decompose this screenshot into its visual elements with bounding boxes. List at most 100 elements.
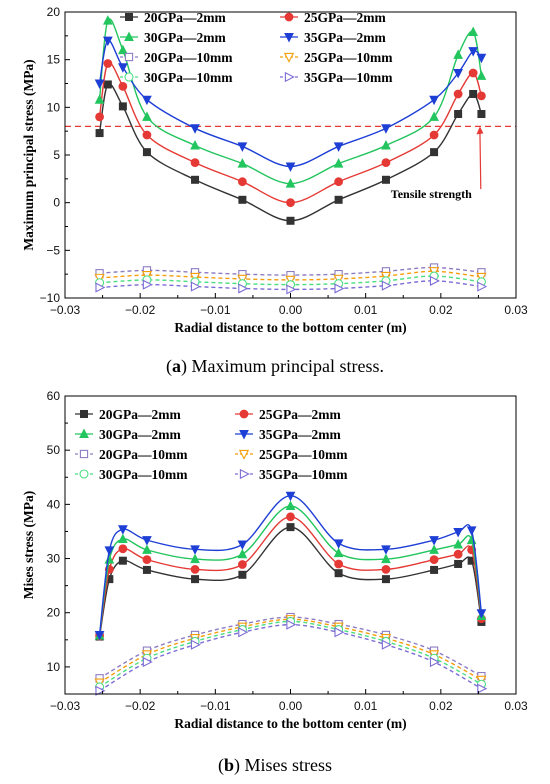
caption-b-letter: b [223, 755, 234, 775]
chart-mises-stress: −0.03 −0.02 −0.01 0.00 0.01 0.02 0.03 10 20 30 40 5… [21, 389, 528, 731]
b-ytick-label-3: 40 [47, 497, 61, 511]
a-x-axis-label: Radial distance to the bottom center (m) [174, 320, 406, 335]
a-legend-label-3: 35GPa—2mm [304, 30, 386, 45]
b-series-3-point-6 [285, 491, 296, 502]
a-series-1-point-2 [118, 81, 128, 91]
b-series-2-point-4 [190, 553, 200, 564]
a-ytick-label-2: 0 [53, 196, 60, 210]
a-legend-marker-2 [124, 31, 134, 41]
caption-b-text: Mises stress [244, 755, 333, 775]
a-series-1-point-4 [190, 158, 200, 168]
a-xtick-label-3: 0.00 [279, 303, 303, 317]
a-legend-label-7: 35GPa—10mm [304, 70, 393, 85]
a-legend-label-5: 25GPa—10mm [304, 50, 393, 65]
a-series-2-point-2 [118, 44, 128, 55]
b-series-0-point-4 [191, 575, 200, 584]
b-series-1-point-7 [334, 559, 344, 569]
a-legend-label-4: 20GPa—10mm [144, 50, 233, 65]
a-series-0-point-7 [334, 195, 343, 204]
a-series-3-point-2 [118, 63, 128, 73]
a-legend-marker-1 [284, 12, 294, 22]
b-series-2-point-5 [237, 548, 248, 559]
a-series-2-point-5 [237, 158, 248, 168]
a-xtick-label-4: 0.01 [354, 303, 378, 317]
a-series-0-point-1 [103, 80, 112, 89]
b-legend-marker-6 [79, 469, 89, 479]
b-xtick-label-2: −0.01 [200, 699, 231, 713]
a-xtick-label-0: −0.03 [50, 303, 81, 317]
b-legend-marker-5 [238, 449, 250, 460]
a-legend-marker-0 [125, 12, 134, 21]
b-ytick-label-4: 50 [47, 443, 61, 457]
b-series-1-point-5 [237, 560, 247, 569]
a-series-1-point-9 [429, 130, 439, 140]
a-series-2-point-0 [94, 94, 105, 104]
a-series-0-point-10 [454, 110, 463, 119]
a-series-3-point-6 [285, 162, 296, 172]
a-series-0-point-8 [381, 175, 390, 184]
a-series-0-point-6 [286, 216, 295, 225]
b-series-0-point-10 [454, 559, 463, 568]
a-legend-marker-7 [284, 71, 295, 83]
a-series-7-point-5 [334, 283, 345, 294]
a-series-2-point-4 [190, 139, 200, 150]
b-series-3-point-8 [381, 545, 391, 555]
a-tensile-strength-annotation: Tensile strength [391, 187, 472, 201]
b-series-3-point-10 [453, 527, 463, 538]
b-series-line-5 [99, 618, 482, 684]
a-series-3-point-1 [102, 36, 113, 47]
a-series-1-point-6 [286, 198, 295, 208]
b-series-0-point-3 [142, 565, 151, 574]
b-x-axis-label: Radial distance to the bottom center (m) [174, 716, 406, 731]
a-annotation-arrow [479, 130, 482, 190]
a-y-axis-label: Maximum principal stress (MPa) [21, 59, 36, 250]
b-series-2-point-11 [466, 534, 477, 545]
b-series-3-point-12 [476, 609, 487, 619]
b-legend-label-2: 30GPa—2mm [99, 427, 181, 442]
a-series-1-point-10 [453, 89, 463, 99]
b-series-3-point-2 [118, 525, 128, 535]
b-xtick-label-0: −0.03 [50, 699, 81, 713]
a-series-2-point-9 [429, 111, 439, 121]
a-annotation-arrowhead [476, 126, 484, 135]
b-series-3-point-4 [190, 545, 200, 555]
a-series-0-point-4 [191, 175, 200, 184]
b-series-3-point-5 [237, 540, 248, 550]
a-xtick-label-5: 0.02 [429, 303, 453, 317]
a-series-1-point-0 [95, 112, 104, 122]
b-series-1-point-9 [429, 555, 439, 565]
b-xtick-label-6: 0.03 [504, 699, 528, 713]
a-xtick-label-1: −0.02 [125, 303, 156, 317]
a-series-2-point-1 [102, 15, 113, 25]
b-legend-label-0: 20GPa—2mm [99, 407, 181, 422]
b-series-3-point-11 [466, 526, 477, 536]
a-legend-label-0: 20GPa—2mm [144, 10, 226, 25]
a-series-3-point-11 [468, 47, 479, 57]
a-series-2-point-3 [142, 111, 152, 121]
a-series-1-point-5 [237, 177, 247, 187]
a-series-3-point-5 [237, 142, 248, 152]
a-series-3-point-7 [333, 142, 344, 152]
b-series-0-point-9 [430, 565, 439, 574]
a-xtick-label-2: −0.01 [200, 303, 231, 317]
b-series-0-point-6 [286, 523, 295, 532]
b-series-0-point-7 [334, 569, 343, 578]
b-ytick-label-1: 20 [47, 606, 61, 620]
b-legend-marker-3 [239, 429, 249, 440]
b-series-2-point-3 [142, 544, 152, 554]
b-series-7-point-3 [238, 627, 249, 638]
a-series-2-point-7 [333, 158, 344, 168]
a-series-2-point-6 [285, 178, 296, 188]
a-series-0-point-12 [477, 110, 486, 119]
b-series-7-point-0 [95, 685, 106, 696]
a-series-3-point-8 [381, 124, 391, 134]
a-ytick-label-4: 10 [47, 100, 61, 114]
a-series-1-point-7 [334, 177, 344, 187]
a-legend-marker-3 [284, 33, 294, 43]
b-series-2-point-7 [333, 547, 344, 558]
a-series-1-point-12 [477, 91, 486, 101]
a-series-3-point-0 [94, 79, 105, 89]
a-series-3-point-3 [142, 95, 152, 106]
a-series-0-point-3 [142, 148, 151, 157]
